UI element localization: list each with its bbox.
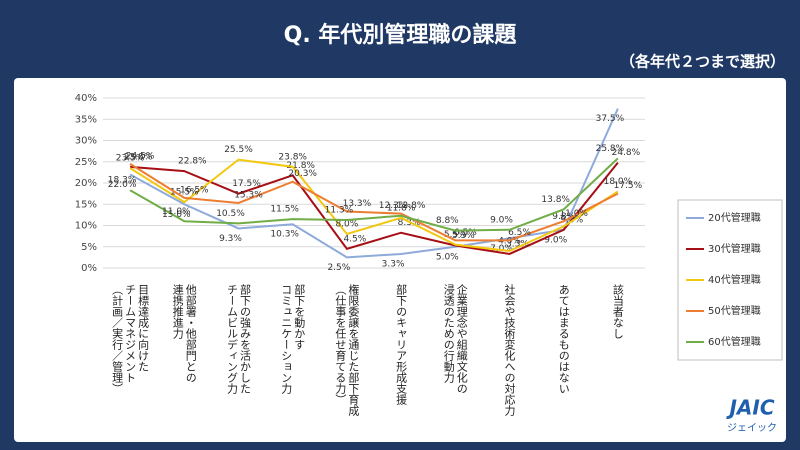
y-tick-label: 35% [75,114,97,125]
x-tick-label: 社会や技術変化への対応力 [503,284,516,416]
data-label: 23.5% [116,154,145,164]
data-label: 22.0% [108,180,137,190]
data-label: 10.5% [216,209,245,219]
y-tick-label: 30% [75,136,97,147]
data-label: 4.5% [343,234,366,244]
data-label: 18.3% [108,176,137,186]
data-label: 11.3% [325,205,354,215]
data-label: 5.5% [444,230,467,240]
data-label: 3.3% [382,259,405,269]
data-label: 15.3% [234,190,263,200]
series-line [129,163,619,242]
panel [14,78,786,442]
x-tick-label: 部下のキャリア形成支援 [394,284,408,405]
data-label: 8.0% [335,220,358,230]
legend-label: 20代管理職 [708,211,761,224]
data-label: 13.8% [541,195,570,205]
data-label: 25.8% [596,144,625,154]
series-line [129,157,619,232]
data-label: 13.3% [343,199,372,209]
legend-label: 30代管理職 [708,242,761,255]
x-tick-label: 権限委譲を通じた部下育成 （仕事を任せ育てる力） [333,284,360,416]
series-line [129,108,619,259]
y-tick-label: 10% [75,221,97,232]
data-label: 6.5% [454,228,477,238]
data-label: 8.3% [398,218,421,228]
logo-sub: ジェイック [727,422,777,434]
data-label: 11.8% [387,203,416,213]
data-label: 9.3% [219,234,242,244]
x-tick-label: 他部署・他部門との 連携推進力 [171,284,198,383]
data-label: 9.0% [490,215,513,225]
data-label: 24.8% [612,148,641,158]
data-label: 11.0% [559,209,588,219]
series-line [130,161,619,256]
data-label: 6.5% [508,228,531,238]
data-label: 37.5% [596,114,625,124]
data-label: 25.5% [224,145,253,155]
x-tick-label: 部下の強みを活かした チームビルディング力 [225,284,252,394]
legend-label: 40代管理職 [708,273,761,286]
data-label: 20.3% [288,169,317,179]
data-label: 15.5% [170,188,199,198]
data-label: 5.0% [436,252,459,262]
data-label: 23.8% [278,152,307,162]
data-label: 17.5% [614,181,643,191]
logo: JAIC [725,396,774,420]
data-label: 21.8% [286,161,315,171]
y-tick-label: 5% [81,242,97,253]
legend-label: 50代管理職 [708,304,761,317]
data-label: 12.3% [379,201,408,211]
data-label: 9.0% [544,235,567,245]
data-label: 23.8% [124,152,153,162]
data-label: 4.0% [498,237,521,247]
data-label: 3.3% [506,239,529,249]
data-label: 10.3% [270,230,299,240]
chart-subtitle: （各年代２つまで選択） [620,53,785,71]
data-label: 2.5% [327,263,350,273]
data-label: 12.8% [397,201,426,211]
data-label: 11.5% [270,205,299,215]
data-label: 18.0% [604,177,633,187]
data-label: 11.0% [162,207,191,217]
x-tick-label: 企業理念や組織文化の 浸透のための行動力 [442,284,469,394]
data-label: 15.0% [162,210,191,220]
y-tick-label: 0% [81,263,97,274]
y-tick-label: 20% [75,178,97,189]
y-tick-label: 15% [75,199,97,210]
data-label: 5.3% [452,231,475,241]
x-tick-label: 該当者なし [611,284,625,339]
data-label: 8.8% [436,216,459,226]
data-label: 7.0% [490,244,513,254]
y-tick-label: 25% [75,157,97,168]
x-tick-label: あてはまるものはない [557,284,571,394]
chart-title: Q. 年代別管理職の課題 [284,22,518,48]
y-tick-label: 40% [75,93,97,104]
legend-label: 60代管理職 [708,335,761,348]
data-label: 22.8% [178,157,207,167]
x-tick-label: 部下を動かす コミュニケーション力 [279,284,306,394]
data-label: 17.5% [232,179,261,189]
data-label: 9.8% [552,212,575,222]
x-tick-label: 目標達成に向けた チームマネジメント （計画／実行／管理） [110,284,150,394]
series-line [129,158,619,253]
data-label: 16.5% [180,185,209,195]
data-label: 24.5% [126,151,155,161]
